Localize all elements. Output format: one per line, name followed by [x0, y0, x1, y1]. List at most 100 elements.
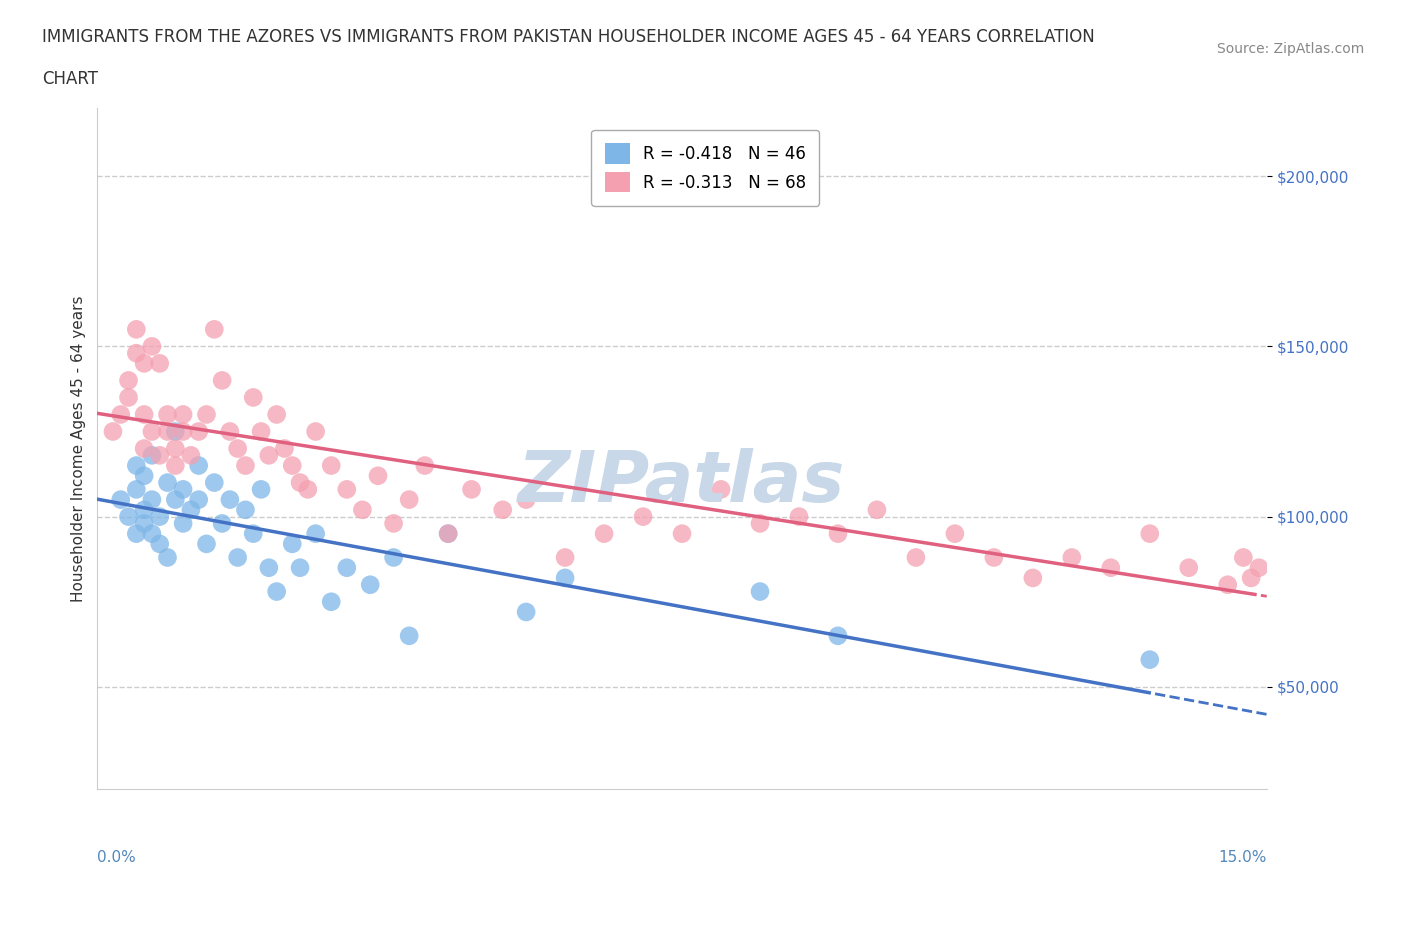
Point: [149, 537, 172, 551]
Point: [827, 526, 849, 541]
Point: [156, 424, 179, 439]
Point: [398, 629, 420, 644]
Point: [983, 550, 1005, 565]
Point: [141, 448, 163, 463]
Point: [180, 502, 202, 517]
Point: [187, 492, 209, 507]
Point: [211, 373, 233, 388]
Point: [336, 560, 359, 575]
Point: [235, 458, 257, 473]
Point: [195, 537, 218, 551]
Point: [904, 550, 927, 565]
Point: [226, 441, 249, 456]
Point: [165, 424, 187, 439]
Point: [156, 550, 179, 565]
Point: [554, 550, 576, 565]
Point: [943, 526, 966, 541]
Text: 0.0%: 0.0%: [97, 850, 136, 865]
Point: [304, 424, 326, 439]
Point: [202, 322, 225, 337]
Point: [593, 526, 616, 541]
Point: [117, 510, 139, 525]
Point: [250, 482, 273, 497]
Point: [273, 441, 295, 456]
Point: [1099, 560, 1122, 575]
Point: [749, 584, 772, 599]
Point: [125, 482, 148, 497]
Point: [242, 390, 264, 405]
Point: [134, 502, 156, 517]
Point: [242, 526, 264, 541]
Point: [288, 560, 311, 575]
Point: [1240, 570, 1263, 585]
Point: [172, 482, 194, 497]
Point: [134, 469, 156, 484]
Text: ZIPatlas: ZIPatlas: [519, 448, 846, 517]
Point: [156, 475, 179, 490]
Point: [187, 424, 209, 439]
Point: [281, 458, 304, 473]
Point: [492, 502, 515, 517]
Point: [110, 407, 132, 422]
Text: CHART: CHART: [42, 70, 98, 87]
Point: [125, 526, 148, 541]
Point: [827, 629, 849, 644]
Point: [460, 482, 482, 497]
Point: [1139, 526, 1161, 541]
Point: [266, 584, 288, 599]
Legend: R = -0.418   N = 46, R = -0.313   N = 68: R = -0.418 N = 46, R = -0.313 N = 68: [592, 130, 820, 206]
Point: [141, 424, 163, 439]
Point: [257, 448, 280, 463]
Point: [149, 448, 172, 463]
Point: [749, 516, 772, 531]
Point: [382, 516, 405, 531]
Point: [1177, 560, 1199, 575]
Point: [515, 492, 537, 507]
Point: [515, 604, 537, 619]
Point: [321, 458, 343, 473]
Point: [202, 475, 225, 490]
Point: [336, 482, 359, 497]
Point: [226, 550, 249, 565]
Point: [437, 526, 460, 541]
Point: [382, 550, 405, 565]
Point: [304, 526, 326, 541]
Point: [141, 492, 163, 507]
Point: [110, 492, 132, 507]
Point: [367, 469, 389, 484]
Point: [218, 424, 240, 439]
Text: IMMIGRANTS FROM THE AZORES VS IMMIGRANTS FROM PAKISTAN HOUSEHOLDER INCOME AGES 4: IMMIGRANTS FROM THE AZORES VS IMMIGRANTS…: [42, 28, 1095, 46]
Point: [172, 516, 194, 531]
Point: [134, 441, 156, 456]
Text: 15.0%: 15.0%: [1219, 850, 1267, 865]
Point: [1139, 652, 1161, 667]
Point: [125, 322, 148, 337]
Point: [281, 537, 304, 551]
Point: [1247, 560, 1270, 575]
Point: [352, 502, 374, 517]
Text: Source: ZipAtlas.com: Source: ZipAtlas.com: [1216, 42, 1364, 56]
Point: [554, 570, 576, 585]
Point: [187, 458, 209, 473]
Point: [1232, 550, 1254, 565]
Point: [134, 516, 156, 531]
Point: [398, 492, 420, 507]
Point: [141, 526, 163, 541]
Point: [211, 516, 233, 531]
Point: [437, 526, 460, 541]
Point: [288, 475, 311, 490]
Point: [1022, 570, 1045, 585]
Point: [359, 578, 381, 592]
Point: [117, 390, 139, 405]
Point: [218, 492, 240, 507]
Point: [195, 407, 218, 422]
Point: [134, 407, 156, 422]
Point: [297, 482, 319, 497]
Point: [141, 339, 163, 353]
Point: [165, 492, 187, 507]
Point: [172, 424, 194, 439]
Point: [413, 458, 436, 473]
Point: [125, 458, 148, 473]
Point: [321, 594, 343, 609]
Point: [149, 510, 172, 525]
